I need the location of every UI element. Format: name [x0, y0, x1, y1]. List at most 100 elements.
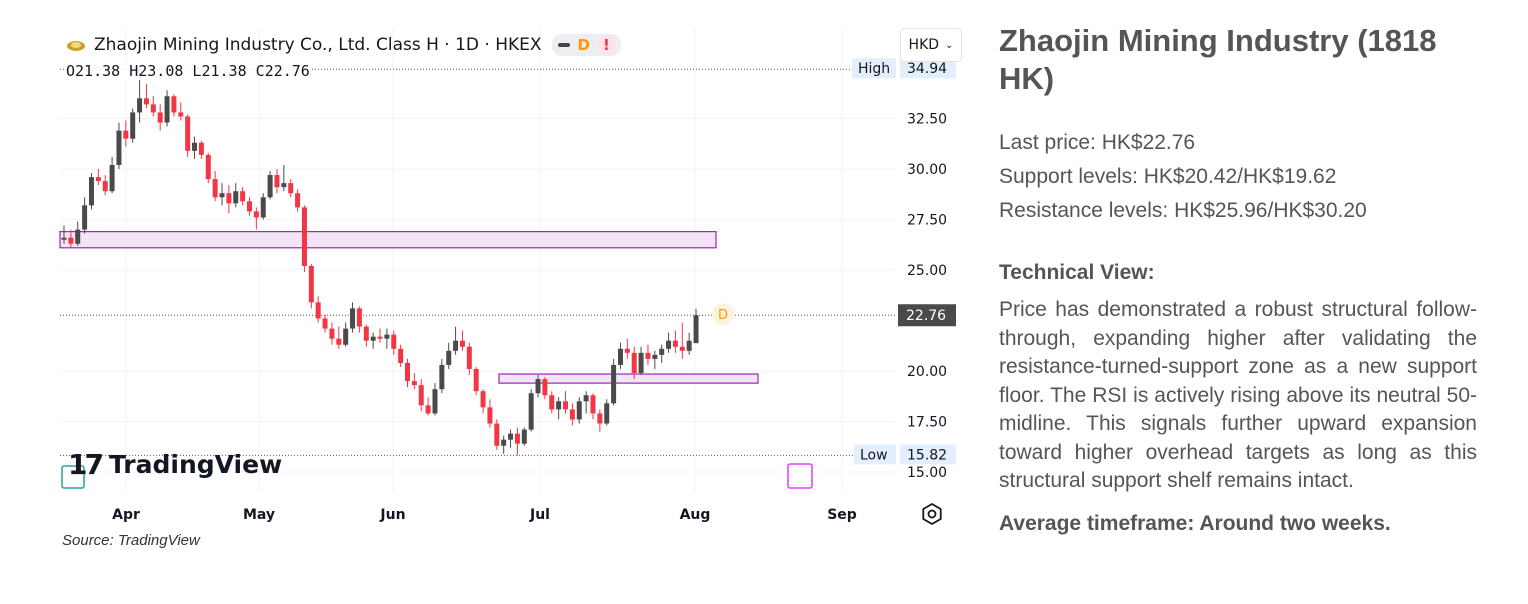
candle-body: [288, 183, 294, 194]
candle: [329, 322, 335, 345]
candle: [150, 96, 156, 117]
candle: [219, 183, 225, 206]
candle-body: [109, 164, 115, 192]
candle: [116, 122, 122, 169]
candle-body: [219, 193, 225, 198]
y-tick-label: 15.00: [907, 465, 947, 481]
candle-body: [82, 205, 88, 230]
candle-body: [75, 229, 81, 244]
candle: [508, 429, 514, 448]
candle-body: [679, 346, 685, 351]
candle-body: [157, 112, 163, 123]
candle-body: [322, 318, 328, 329]
low-value: 15.82: [907, 447, 947, 463]
candle: [604, 399, 610, 426]
candle: [480, 389, 486, 414]
candle-body: [501, 439, 507, 446]
candle: [363, 324, 369, 347]
candle-body: [459, 340, 465, 347]
candle: [370, 332, 376, 349]
candle-body: [569, 409, 575, 420]
candle: [343, 322, 349, 347]
y-tick-label: 30.00: [907, 162, 947, 178]
chart-title[interactable]: Zhaojin Mining Industry Co., Ltd. Class …: [94, 35, 542, 55]
candle-body: [356, 308, 362, 327]
x-tick-label: May: [243, 507, 275, 523]
candle: [439, 358, 445, 394]
candle-body: [590, 395, 596, 414]
currency-select[interactable]: HKD ⌄: [900, 28, 962, 62]
candle: [192, 136, 198, 159]
candle-body: [240, 191, 246, 202]
last-price-bg: [898, 304, 956, 327]
candle: [95, 169, 101, 186]
ohlc-readout: O21.38 H23.08 L21.38 C22.76: [66, 62, 310, 80]
low-label-bg: [854, 444, 896, 465]
candle: [164, 90, 170, 127]
x-tick-label: Jul: [529, 507, 550, 523]
zone-rect: [498, 373, 759, 384]
candle: [645, 344, 651, 365]
candle: [88, 173, 94, 210]
candle-body: [295, 193, 301, 208]
candle-body: [384, 334, 390, 339]
candle: [68, 229, 74, 248]
settings-icon[interactable]: [920, 502, 944, 526]
last-price: Last price: HK$22.76: [999, 131, 1196, 154]
candle-body: [212, 179, 218, 198]
candle-body: [611, 364, 617, 404]
candle: [356, 306, 362, 333]
y-tick-label: 17.50: [907, 415, 947, 431]
delay-badge: D: [577, 36, 590, 54]
candle-body: [164, 96, 170, 123]
candle: [82, 197, 88, 234]
source-caption: Source: TradingView: [62, 532, 200, 549]
candle-body: [350, 308, 356, 329]
candle-body: [549, 395, 555, 410]
candle: [542, 377, 548, 400]
candle-body: [61, 237, 67, 240]
candle-body: [370, 336, 376, 341]
tradingview-logo: 17 TradingView: [68, 448, 282, 481]
candle: [185, 114, 191, 157]
candle: [535, 375, 541, 398]
status-pill[interactable]: D !: [551, 34, 621, 56]
company-logo-icon: [67, 41, 85, 51]
candle-body: [123, 130, 129, 139]
low-value-bg: [900, 444, 956, 465]
candle-body: [363, 326, 369, 341]
chart-area[interactable]: 32.50 30.00 27.50 25.00 20.00 17.50 15.00 High 3…: [0, 0, 980, 604]
candle-body: [377, 336, 383, 339]
earnings-icon: [61, 465, 85, 489]
candle-body: [576, 401, 582, 420]
last-price-label: 22.76: [906, 308, 946, 324]
alert-badge: !: [597, 36, 615, 54]
candle: [652, 350, 658, 369]
candle: [597, 409, 603, 432]
candle-body: [178, 112, 184, 117]
candle-body: [343, 328, 349, 345]
candle-body: [638, 352, 644, 374]
candle-body: [652, 354, 658, 359]
candle-body: [617, 348, 623, 365]
candle-body: [624, 348, 630, 353]
candle-body: [453, 340, 459, 351]
candle: [453, 326, 459, 355]
candle-body: [301, 207, 307, 266]
candle-body: [631, 352, 637, 374]
candle: [171, 94, 177, 117]
candle-body: [281, 183, 287, 188]
candle-body: [521, 429, 527, 444]
candle-body: [171, 96, 177, 113]
candlestick-chart[interactable]: 32.50 30.00 27.50 25.00 20.00 17.50 15.00 High 3…: [0, 0, 980, 604]
candle: [295, 189, 301, 212]
high-value-bg: [900, 58, 956, 79]
candle-body: [542, 379, 548, 396]
candle: [130, 108, 136, 143]
candle: [631, 346, 637, 380]
candle-body: [508, 433, 514, 440]
candle: [384, 328, 390, 349]
candle: [501, 435, 507, 454]
x-tick-label: Aug: [680, 507, 711, 523]
candle-body: [274, 175, 280, 188]
